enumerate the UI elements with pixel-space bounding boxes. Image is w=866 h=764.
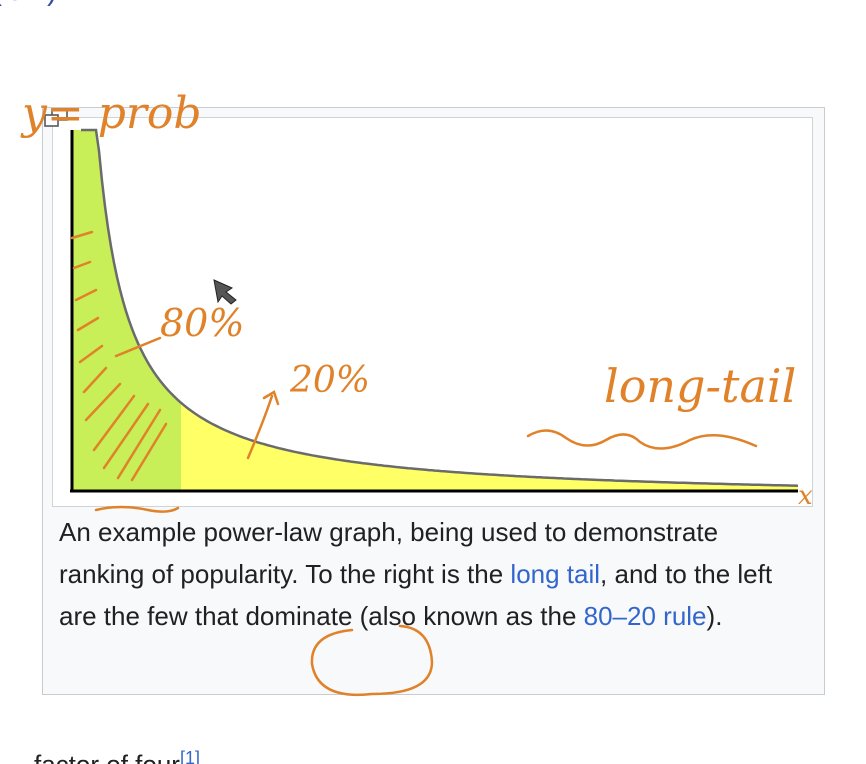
power-law-curve — [81, 128, 799, 487]
long-tail-link[interactable]: long tail — [510, 559, 601, 589]
bottom-fragment-text: factor of four — [34, 750, 180, 764]
article-bottom-fragment: factor of four[1] — [34, 748, 200, 764]
figure-thumbnail: An example power-law graph, being used t… — [42, 107, 825, 695]
head-area — [72, 130, 181, 491]
magnify-icon[interactable] — [43, 108, 69, 128]
article-top-fragment: (law). — [0, 0, 65, 8]
caption-text-3: ). — [706, 601, 723, 631]
caption-text-1: An example power-law graph, being used t… — [59, 517, 719, 589]
power-law-chart — [70, 128, 799, 493]
reference-link[interactable]: [1] — [179, 748, 200, 764]
eighty-twenty-rule-link[interactable]: 80–20 rule — [583, 601, 707, 631]
figure-caption: An example power-law graph, being used t… — [59, 511, 789, 637]
caption-text-2: , and to the left are the few that domin… — [59, 559, 773, 631]
